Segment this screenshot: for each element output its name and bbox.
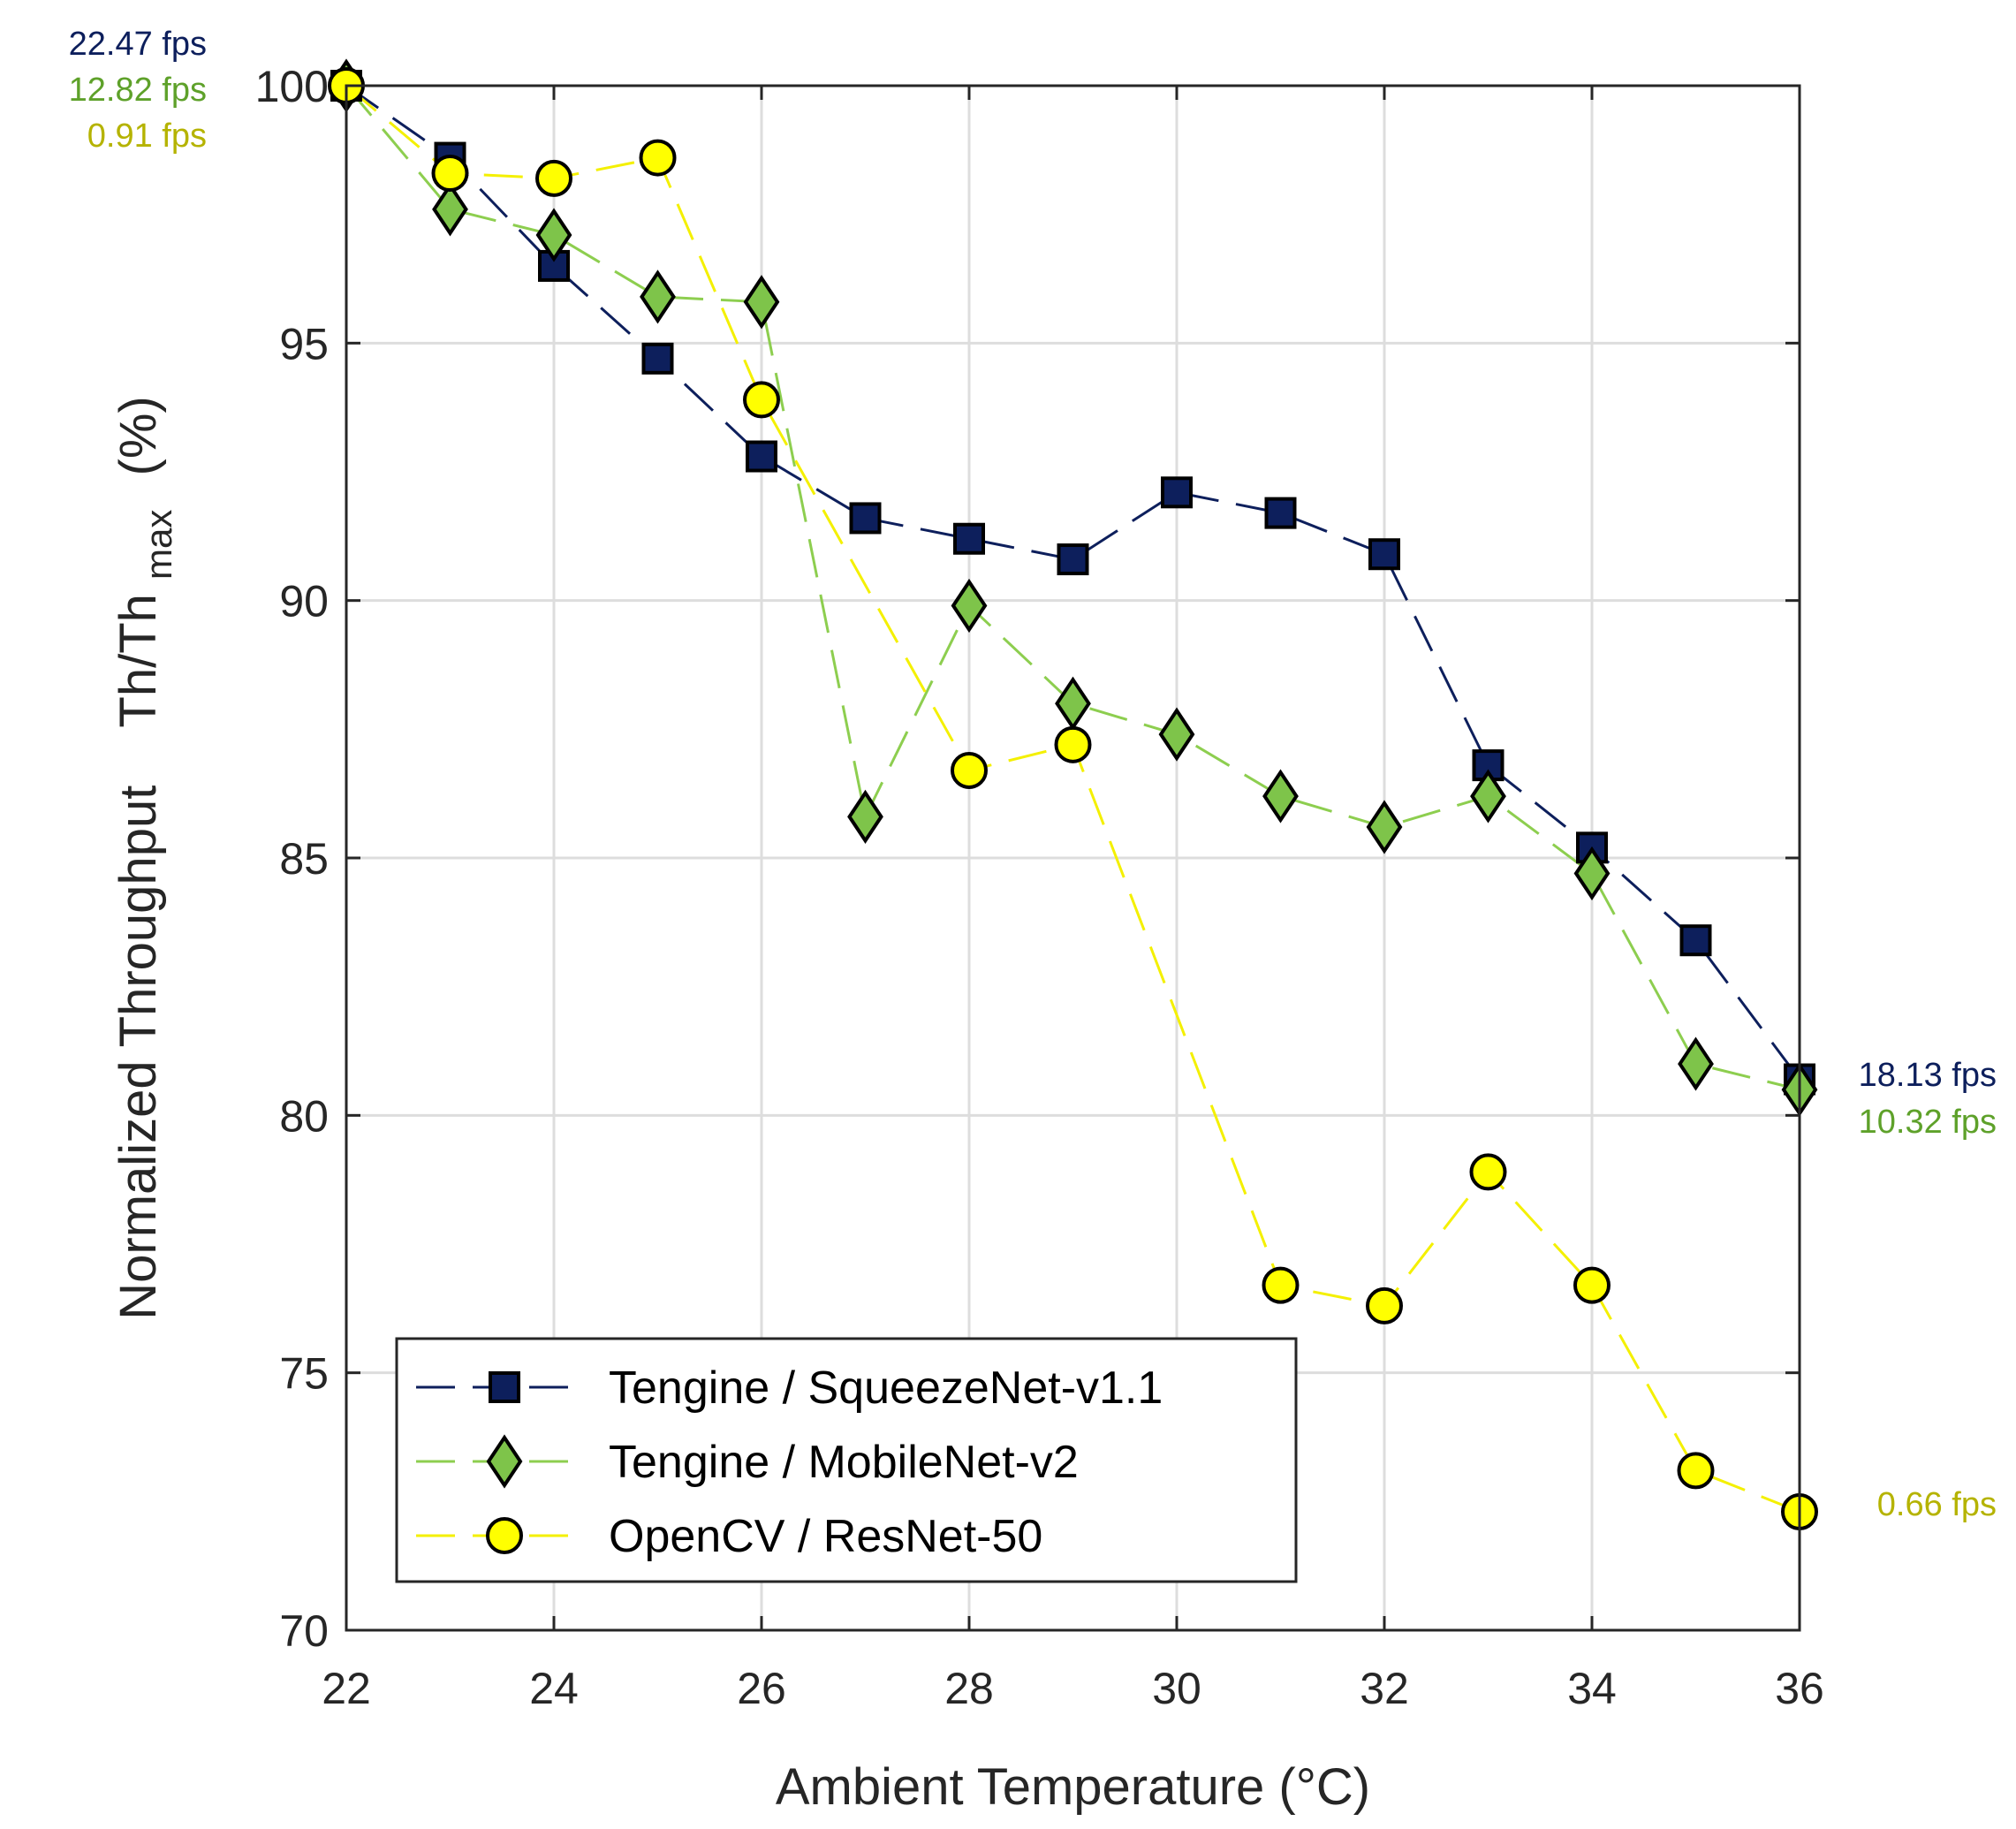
x-tick-label: 24 <box>529 1664 579 1713</box>
y-axis-title-unit: (%) <box>110 396 167 475</box>
data-point-diamond <box>1366 800 1403 854</box>
legend-label: OpenCV / ResNet-50 <box>609 1511 1042 1562</box>
data-point-diamond <box>1262 769 1299 823</box>
y-axis-title: Normalized Throughput Th/Th max (%) <box>110 396 183 1319</box>
x-tick-label: 26 <box>737 1664 786 1713</box>
series-line-1 <box>345 85 1800 1091</box>
legend-label: Tengine / SqueezeNet-v1.1 <box>609 1362 1163 1414</box>
data-point-diamond <box>432 182 468 237</box>
data-point-circle <box>951 751 988 789</box>
x-tick-label: 34 <box>1567 1664 1617 1713</box>
legend-marker-square <box>489 1371 520 1403</box>
start-fps-label: 12.82 fps <box>69 72 207 109</box>
data-point-diamond <box>847 789 883 844</box>
data-point-square <box>1057 543 1089 576</box>
y-axis-title-ratio: Th/Th <box>110 594 167 728</box>
grid <box>346 86 1800 1630</box>
data-point-diamond <box>1158 707 1195 762</box>
data-point-circle <box>743 381 780 419</box>
data-point-diamond <box>640 269 676 324</box>
data-point-diamond <box>951 578 988 634</box>
x-tick-label: 30 <box>1152 1664 1201 1713</box>
legend-marker-diamond <box>486 1434 523 1489</box>
data-point-diamond <box>743 275 780 330</box>
data-point-square <box>953 522 985 555</box>
data-point-circle <box>1469 1153 1507 1191</box>
y-tick-label: 100 <box>255 62 329 111</box>
data-point-circle <box>639 139 677 177</box>
data-point-circle <box>1677 1452 1715 1490</box>
end-fps-label: 0.66 fps <box>1877 1486 1997 1523</box>
data-point-square <box>1161 476 1193 509</box>
data-point-diamond <box>1470 769 1506 823</box>
data-point-square <box>641 342 674 375</box>
start-fps-label: 0.91 fps <box>87 118 207 155</box>
data-point-square <box>1264 497 1297 529</box>
data-point-square <box>1368 538 1400 571</box>
fps-annotations: 22.47 fps 12.82 fps 0.91 fps 18.13 fps 10.32… <box>69 26 1997 1523</box>
data-point-diamond <box>1573 846 1611 901</box>
data-point-square <box>746 440 777 473</box>
legend-entries: Tengine / SqueezeNet-v1.1 Tengine / Mobil… <box>416 1362 1163 1562</box>
data-point-circle <box>1366 1286 1403 1324</box>
x-axis-title: Ambient Temperature (°C) <box>776 1758 1370 1816</box>
x-tick-label: 32 <box>1360 1664 1409 1713</box>
data-point-circle <box>1573 1266 1611 1304</box>
y-axis-title-main: Normalized Throughput <box>110 785 167 1320</box>
series-line-0 <box>345 84 1801 1081</box>
y-tick-label: 95 <box>279 319 329 368</box>
data-point-square <box>1679 924 1712 957</box>
x-tick-label: 28 <box>944 1664 994 1713</box>
legend: Tengine / SqueezeNet-v1.1 Tengine / Mobil… <box>395 1337 1298 1583</box>
data-point-diamond <box>535 208 572 262</box>
data-point-square <box>849 502 882 535</box>
data-point-circle <box>1262 1266 1300 1304</box>
legend-label: Tengine / MobileNet-v2 <box>609 1437 1079 1488</box>
y-tick-label: 70 <box>279 1606 329 1656</box>
start-fps-label: 22.47 fps <box>69 26 207 63</box>
y-tick-label: 90 <box>279 577 329 626</box>
y-tick-label: 85 <box>279 834 329 884</box>
x-tick-label: 22 <box>322 1664 371 1713</box>
y-axis-title-sub: max <box>138 510 179 580</box>
series-markers <box>328 58 1818 1530</box>
data-point-circle <box>535 159 572 197</box>
data-point-diamond <box>1678 1036 1714 1091</box>
y-tick-label: 80 <box>279 1091 329 1141</box>
y-tick-label: 75 <box>279 1349 329 1399</box>
axis-ticks: 22 24 26 28 30 32 34 36 70 75 80 85 90 95 100 <box>255 62 1824 1713</box>
data-point-circle <box>1054 725 1092 763</box>
x-tick-label: 36 <box>1775 1664 1824 1713</box>
end-fps-label: 10.32 fps <box>1859 1104 1997 1141</box>
legend-marker-circle <box>486 1517 523 1554</box>
data-point-circle <box>431 155 469 193</box>
end-fps-label: 18.13 fps <box>1859 1057 1997 1094</box>
